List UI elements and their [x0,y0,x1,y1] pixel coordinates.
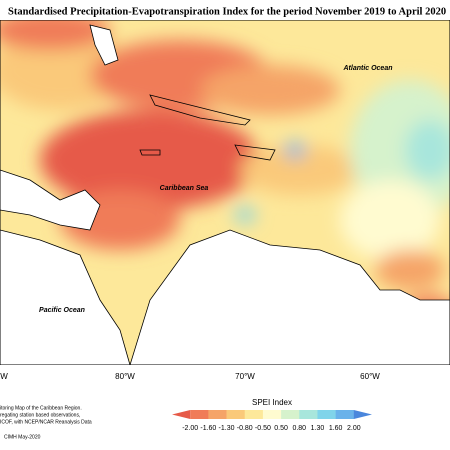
map-field [0,20,450,365]
footer-line: itoring Map of the Caribbean Region. [0,405,82,411]
footer-line: ICOF, with NCEP/NCAR Reanalysis Data [0,419,92,425]
legend-tick-label: 2.00 [347,425,361,432]
legend-tick-label: 1.60 [329,425,343,432]
legend-tick-label: -1.60 [200,425,216,432]
ocean-label: Atlantic Ocean [342,65,392,72]
legend-swatch [262,410,282,419]
legend-swatch [190,410,209,419]
legend-tick-label: -1.30 [219,425,235,432]
legend-tick-label: -0.50 [255,425,271,432]
legend-title: SPEI Index [252,398,292,407]
legend-tick-label: 0.50 [274,425,288,432]
legend-swatch [335,410,355,419]
ocean-label: Pacific Ocean [39,307,85,314]
legend-swatch [172,410,191,419]
footer-credit: CIMH May-2020 [4,434,41,440]
longitude-label: 60°W [360,372,380,381]
legend-swatch [353,410,372,419]
legend-swatch [299,410,318,419]
longitude-label: 70°W [235,372,255,381]
longitude-label: 90°W [0,372,8,381]
legend-swatch [317,410,336,419]
legend-swatch [281,410,300,419]
sea-label: Caribbean Sea [160,185,209,192]
footer-line: regating station based observations, [0,412,80,418]
longitude-label: 80°W [115,372,135,381]
legend-tick-label: 0.80 [292,425,306,432]
legend-swatch [244,410,264,419]
map-title: Standardised Precipitation-Evapotranspir… [8,6,446,17]
legend-swatch [208,410,227,419]
legend-swatch [226,410,246,419]
legend-tick-label: -2.00 [182,425,198,432]
legend-tick-label: -0.80 [237,425,253,432]
legend-tick-label: 1.30 [311,425,325,432]
